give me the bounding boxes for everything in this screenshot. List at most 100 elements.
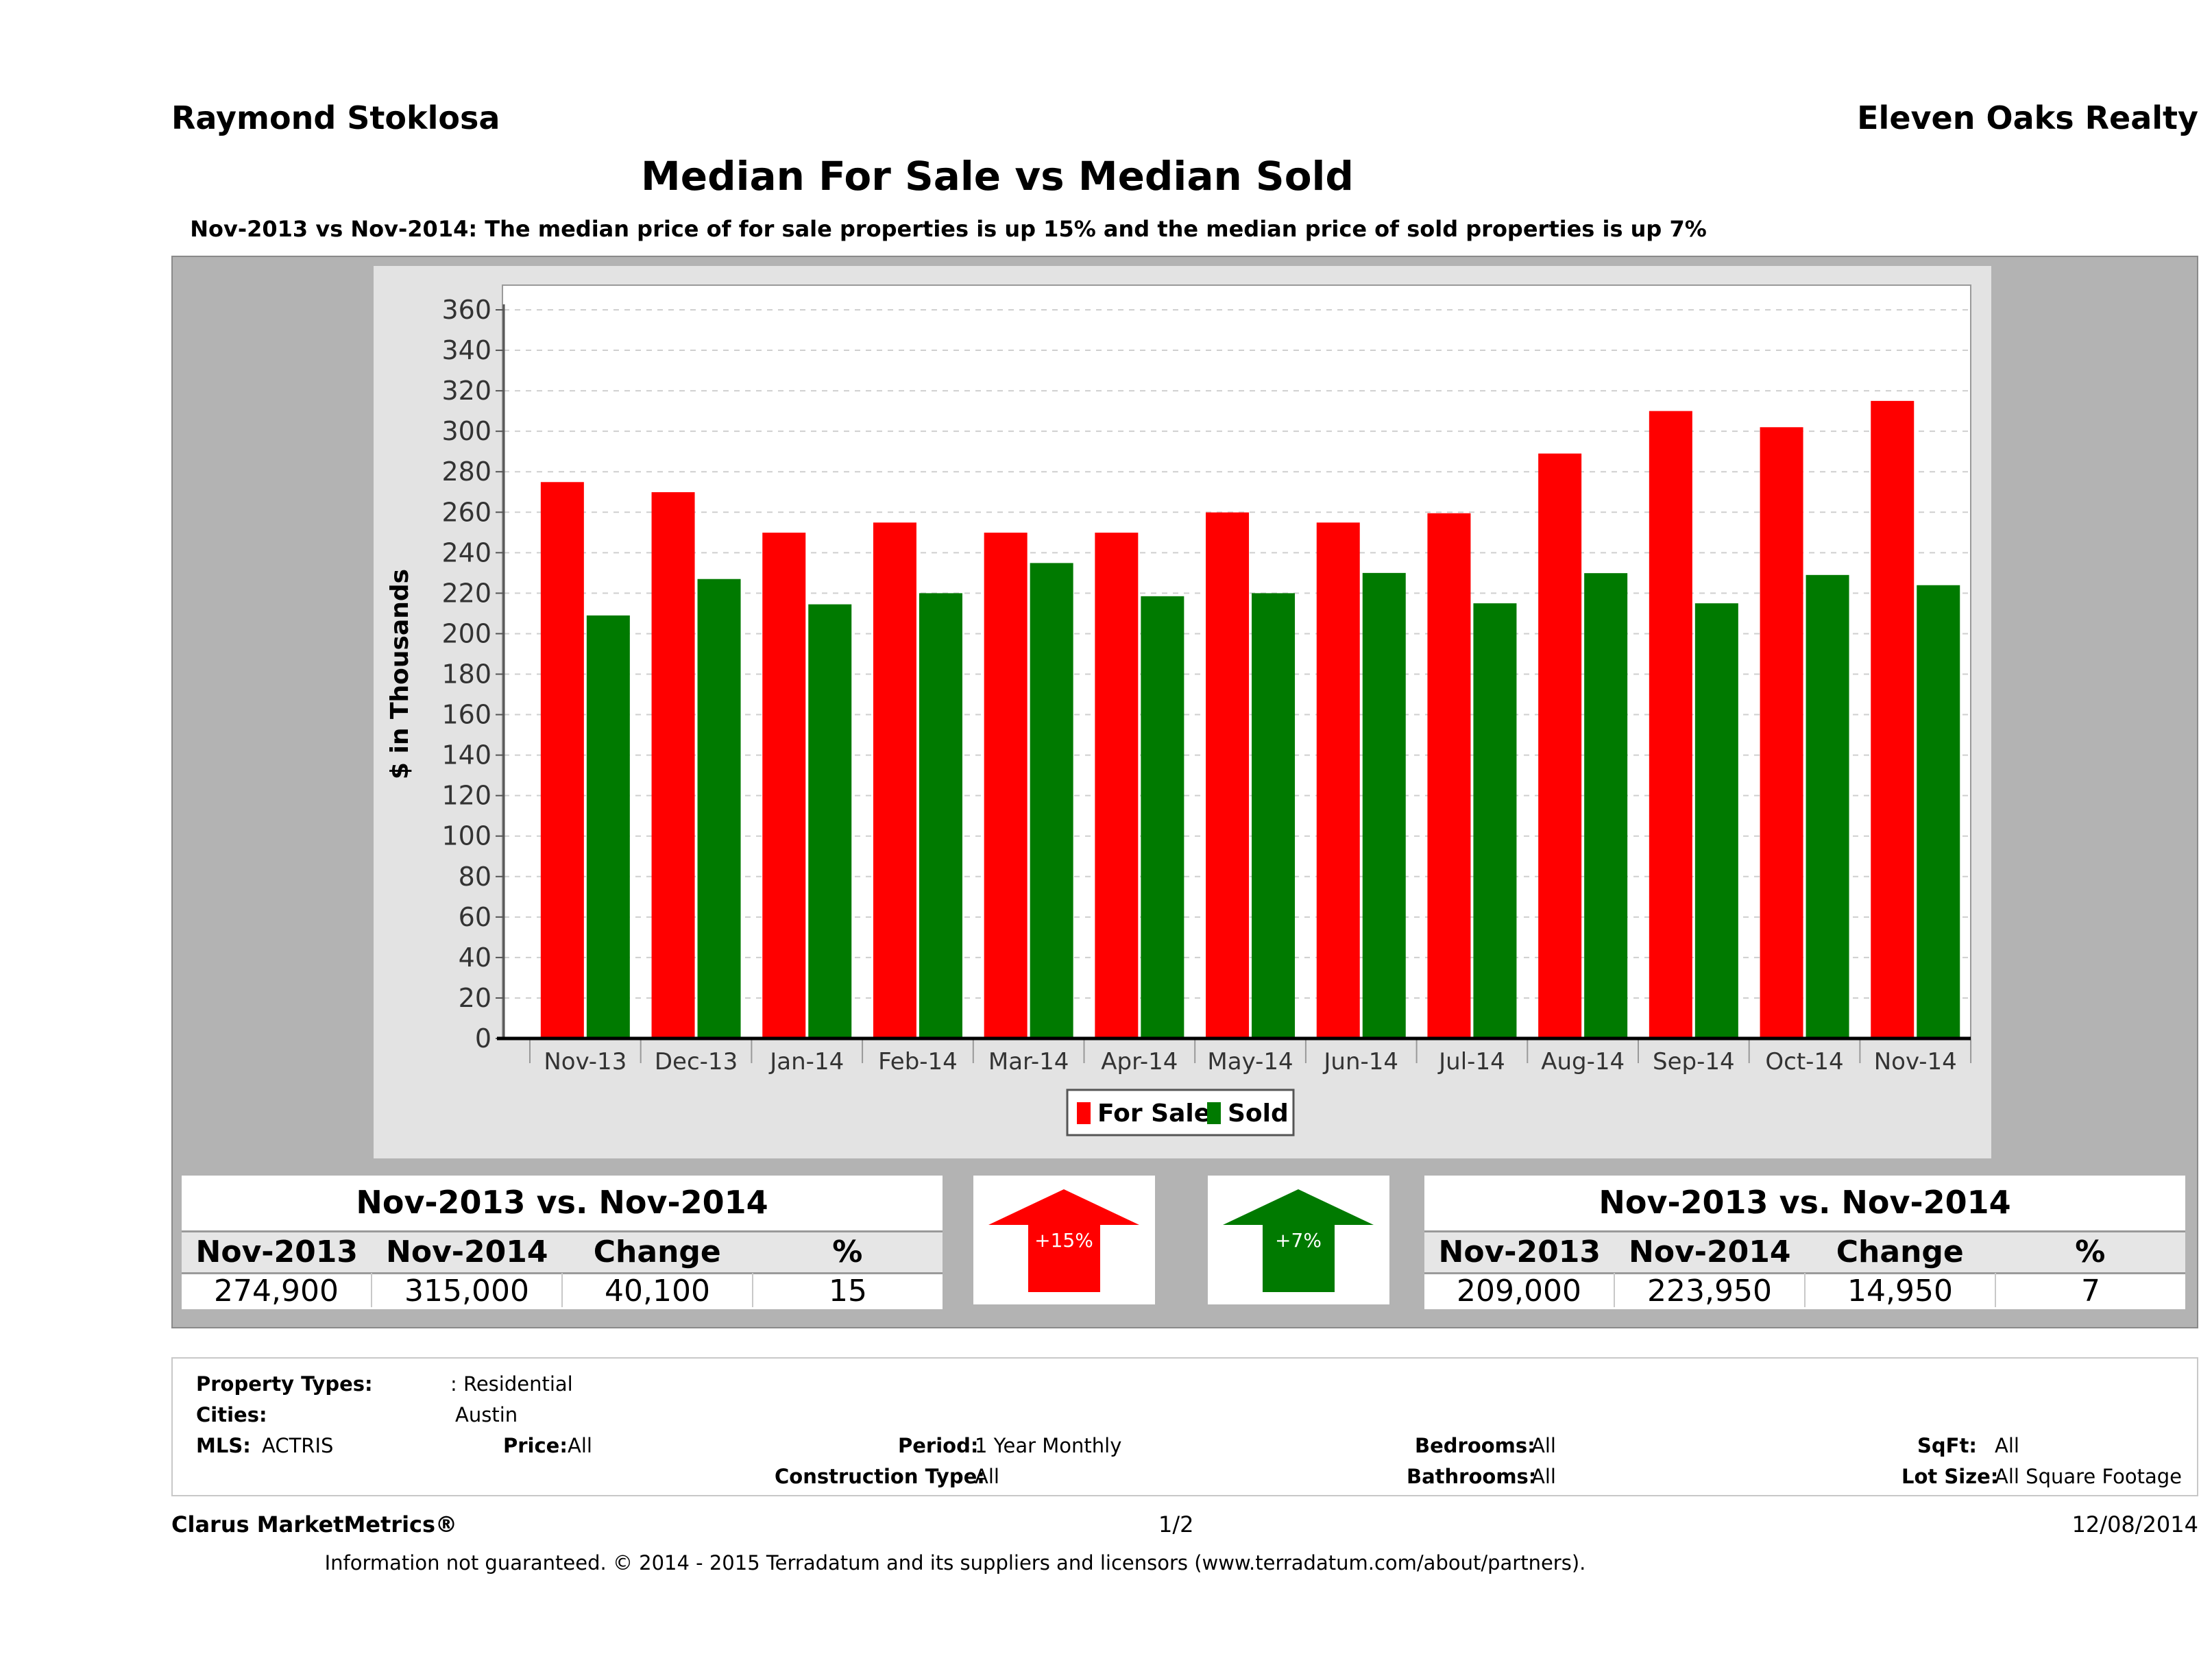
bathrooms-label: Bathrooms:	[1407, 1465, 1537, 1488]
property-types-label: Property Types:	[196, 1372, 373, 1396]
y-tick-label: 80	[459, 862, 491, 892]
disclaimer: Information not guaranteed. © 2014 - 201…	[324, 1551, 1586, 1574]
bar-sold	[1141, 596, 1184, 1038]
for-sale-change-label: +15%	[1034, 1229, 1093, 1252]
report-subtitle: Nov-2013 vs Nov-2014: The median price o…	[190, 216, 1707, 242]
page-number: 1/2	[1158, 1511, 1194, 1537]
bar-chart: 0 20 40 60 80 100 120 140 160 180 200 220 240 260 280 3…	[386, 284, 1972, 1136]
y-tick-label: 120	[441, 781, 491, 811]
sqft-value: All	[1995, 1434, 2019, 1457]
period-value: 1 Year Monthly	[975, 1434, 1122, 1457]
legend-box	[1066, 1089, 1295, 1136]
y-tick-label: 220	[441, 578, 491, 608]
stats-value-cell: 274,900	[182, 1273, 372, 1309]
company-name: Eleven Oaks Realty	[1857, 99, 2198, 136]
stats-header-cell: Nov-2013	[1438, 1235, 1601, 1269]
bar-for-sale	[1871, 400, 1915, 1038]
stats-header-cell: Nov-2013	[195, 1235, 358, 1269]
bar-sold	[1473, 603, 1517, 1038]
y-tick-label: 280	[441, 457, 491, 487]
report-date: 12/08/2014	[2071, 1511, 2198, 1537]
mls-value: ACTRIS	[262, 1434, 334, 1457]
y-tick-label: 200	[441, 618, 491, 648]
x-tick-label: Sep-14	[1653, 1048, 1735, 1075]
footer-brand: Clarus MarketMetrics®	[171, 1511, 458, 1537]
mls-label: MLS:	[196, 1434, 251, 1457]
x-tick-label: Oct-14	[1765, 1048, 1843, 1075]
bar-sold	[697, 579, 741, 1038]
bar-for-sale	[1760, 427, 1803, 1038]
stats-value-cell: 223,950	[1615, 1273, 1806, 1309]
bar-for-sale	[540, 482, 584, 1038]
sold-stats-table: Nov-2013 vs. Nov-2014 Nov-2013 Nov-2014 …	[1424, 1176, 2185, 1309]
bar-sold	[1030, 563, 1073, 1038]
bar-for-sale	[873, 522, 916, 1038]
x-tick-label: Feb-14	[878, 1048, 958, 1075]
property-types-value: : Residential	[450, 1372, 573, 1396]
agent-name: Raymond Stoklosa	[171, 99, 500, 136]
bathrooms-value: All	[1531, 1465, 1556, 1488]
x-tick-label: Mar-14	[988, 1048, 1069, 1075]
y-tick-label: 360	[441, 295, 491, 325]
bar-sold	[1917, 585, 1960, 1038]
price-label: Price:	[503, 1434, 568, 1457]
up-arrow-icon: +15%	[988, 1189, 1139, 1292]
lot-size-value: All Square Footage	[1995, 1465, 2183, 1488]
bar-sold	[1584, 573, 1628, 1038]
bar-for-sale	[651, 492, 695, 1038]
legend-swatch	[1207, 1102, 1221, 1124]
report-title: Median For Sale vs Median Sold	[641, 153, 1354, 199]
stats-value-cell: 315,000	[372, 1273, 563, 1309]
x-tick-label: Dec-13	[655, 1048, 738, 1075]
x-tick-label: Jan-14	[768, 1048, 844, 1075]
bar-for-sale	[984, 533, 1028, 1038]
bar-sold	[1252, 593, 1296, 1038]
bar-for-sale	[1649, 411, 1692, 1038]
stats-header-cell: Nov-2014	[1629, 1235, 1791, 1269]
legend-label: Sold	[1228, 1099, 1289, 1128]
lot-size-label: Lot Size:	[1901, 1465, 1999, 1488]
y-tick-label: 320	[441, 376, 491, 406]
stats-header-cell: Change	[1836, 1235, 1964, 1269]
sold-stats-title: Nov-2013 vs. Nov-2014	[1599, 1184, 2011, 1221]
y-tick-label: 0	[475, 1023, 491, 1054]
cities-value: Austin	[455, 1403, 518, 1426]
stats-value-cell: 15	[829, 1274, 867, 1309]
stats-value-cell: 7	[2081, 1274, 2100, 1309]
bar-sold	[1362, 572, 1406, 1038]
stats-value-cell: 14,950	[1806, 1273, 1996, 1309]
sold-arrow-box: +7%	[1208, 1176, 1389, 1304]
construction-type-label: Construction Type:	[775, 1465, 985, 1488]
y-tick-label: 100	[441, 821, 491, 851]
bar-for-sale	[1427, 513, 1471, 1038]
sqft-label: SqFt:	[1917, 1434, 1977, 1457]
bar-sold	[808, 604, 852, 1038]
stats-value-cell: 209,000	[1424, 1273, 1615, 1309]
y-tick-label: 160	[441, 700, 491, 730]
stats-header-cell: %	[832, 1235, 863, 1269]
bar-sold	[919, 593, 962, 1038]
stats-header-cell: %	[2075, 1235, 2106, 1269]
x-tick-label: Aug-14	[1541, 1048, 1625, 1075]
x-tick-label: Jul-14	[1437, 1048, 1505, 1075]
for-sale-stats-table: Nov-2013 vs. Nov-2014 Nov-2013 Nov-2014 …	[182, 1176, 943, 1309]
sold-change-label: +7%	[1275, 1229, 1322, 1252]
stats-header-cell: Nov-2014	[386, 1235, 548, 1269]
x-tick-label: Jun-14	[1322, 1048, 1398, 1075]
bar-for-sale	[762, 533, 806, 1038]
x-tick-label: Apr-14	[1101, 1048, 1178, 1075]
y-tick-label: 60	[459, 902, 491, 932]
construction-type-value: All	[975, 1465, 999, 1488]
y-tick-label: 340	[441, 335, 491, 365]
y-tick-label: 300	[441, 416, 491, 446]
up-arrow-icon: +7%	[1223, 1189, 1374, 1292]
bar-for-sale	[1206, 512, 1250, 1038]
cities-label: Cities:	[196, 1403, 267, 1426]
y-tick-label: 20	[459, 983, 491, 1013]
stats-header-cell: Change	[593, 1235, 721, 1269]
y-tick-label: 240	[441, 537, 491, 568]
filter-panel: Property Types: : Residential Cities: Au…	[171, 1357, 2198, 1496]
bedrooms-label: Bedrooms:	[1415, 1434, 1535, 1457]
x-tick-label: Nov-13	[544, 1048, 627, 1075]
bar-for-sale	[1316, 522, 1360, 1038]
